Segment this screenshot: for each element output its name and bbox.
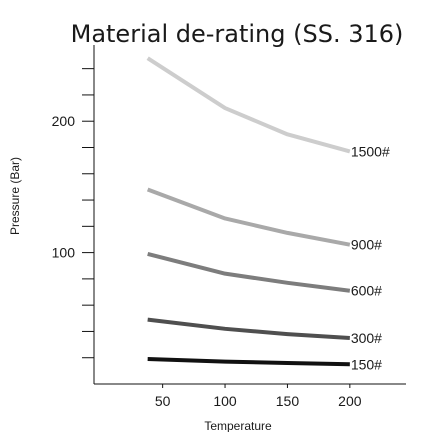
series-label-600: 600#: [351, 283, 382, 299]
series-labels: 1500# 900# 600# 300# 150#: [351, 143, 390, 372]
series-line-300: [147, 317, 350, 341]
x-axis-label: Temperature: [204, 419, 272, 432]
y-axis-label: Pressure (Bar): [8, 157, 22, 235]
series-label-1500: 1500#: [351, 143, 390, 159]
chart-title: Material de-rating (SS. 316): [71, 20, 404, 48]
y-tick-label: 100: [52, 245, 76, 261]
series-label-300: 300#: [351, 330, 382, 346]
series-label-150: 150#: [351, 356, 382, 372]
axes: [93, 45, 406, 385]
series-line-600: [147, 251, 351, 293]
x-tick-label: 200: [338, 393, 362, 409]
x-tick-label: 50: [155, 393, 171, 409]
series-line-150: [147, 357, 350, 367]
series-line-900: [146, 187, 351, 247]
y-tick-label: 200: [52, 113, 76, 129]
series-line-1500: [146, 56, 351, 154]
series-lines: [146, 56, 351, 367]
x-tick-label: 150: [276, 393, 300, 409]
x-tick-label: 100: [213, 393, 237, 409]
series-label-900: 900#: [351, 237, 382, 253]
ticks: 100 200 50 100 150 200: [52, 68, 362, 409]
